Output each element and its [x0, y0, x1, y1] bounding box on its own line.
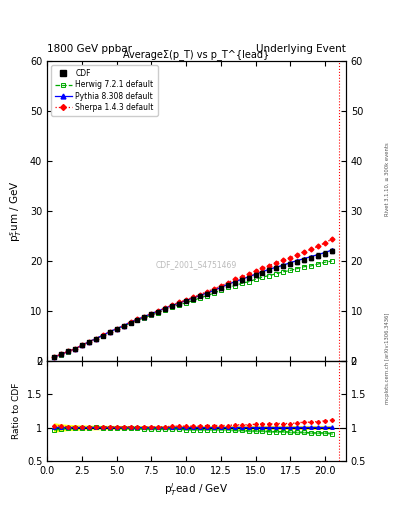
Text: 1800 GeV ppbar: 1800 GeV ppbar	[47, 44, 132, 54]
Text: CDF_2001_S4751469: CDF_2001_S4751469	[156, 261, 237, 270]
Title: AverageΣ(p_T) vs p_T^{lead}: AverageΣ(p_T) vs p_T^{lead}	[123, 49, 270, 60]
Y-axis label: p$_T^s$um / GeV: p$_T^s$um / GeV	[9, 180, 24, 242]
Text: Rivet 3.1.10, ≥ 300k events: Rivet 3.1.10, ≥ 300k events	[385, 142, 390, 216]
Text: Underlying Event: Underlying Event	[256, 44, 346, 54]
Y-axis label: Ratio to CDF: Ratio to CDF	[12, 382, 21, 439]
Legend: CDF, Herwig 7.2.1 default, Pythia 8.308 default, Sherpa 1.4.3 default: CDF, Herwig 7.2.1 default, Pythia 8.308 …	[51, 65, 158, 116]
X-axis label: p$_T^l$ead / GeV: p$_T^l$ead / GeV	[164, 481, 229, 498]
Text: mcplots.cern.ch [arXiv:1306.3436]: mcplots.cern.ch [arXiv:1306.3436]	[385, 313, 390, 404]
